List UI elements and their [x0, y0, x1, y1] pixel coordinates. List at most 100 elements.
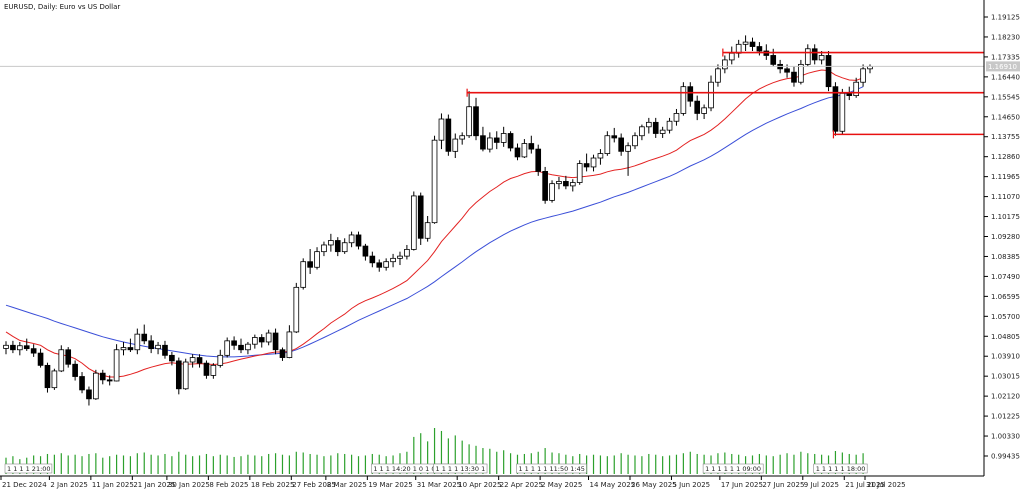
candle-bull: [58, 349, 65, 372]
candle-bull: [321, 244, 327, 253]
candle-bear: [652, 121, 659, 134]
horizontal-level-lines: [466, 48, 984, 139]
candle-bull: [590, 157, 597, 168]
time-stamp-label: 1 1 1 14:20 1 0 1 0:00: [373, 465, 446, 473]
candle-bull: [708, 81, 714, 109]
price-tick-label: 1.13755: [991, 133, 1020, 141]
price-tick-label: 1.05700: [991, 313, 1020, 321]
time-stamps: 1 1 1 1 21:00 1 1 1 14:20 1 0 1 0:001 1 1…: [4, 463, 868, 474]
candle-bear: [272, 332, 279, 351]
candle-bull: [93, 372, 99, 400]
candle-bull: [265, 332, 272, 343]
price-tick-label: 1.17335: [991, 53, 1020, 61]
candle-bear: [30, 348, 37, 354]
candle-bear: [514, 147, 521, 158]
current-price-tag-bg: [986, 61, 1020, 72]
time-tick-label: 8 Mar 2025: [327, 481, 367, 489]
candle-bull: [300, 261, 307, 288]
time-tick-label: 5 Jun 2025: [672, 481, 710, 489]
candle-bear: [687, 86, 694, 102]
time-stamp-label: 1 1 1 1 1 18:00: [816, 465, 866, 473]
candle-bear: [86, 389, 92, 400]
candle-bear: [611, 135, 618, 139]
price-tick-label: 1.07490: [991, 273, 1020, 281]
candle-bear: [493, 137, 500, 143]
candle-bull: [17, 345, 23, 351]
candle-bull: [556, 181, 562, 185]
candle-bull: [3, 344, 9, 349]
candle-bull: [639, 126, 645, 137]
candle-bull: [666, 120, 673, 131]
candle-bear: [369, 255, 376, 264]
candle-bull: [632, 135, 638, 147]
price-tick-label: 1.10175: [991, 213, 1020, 221]
candle-bear: [811, 48, 818, 61]
candle-bull: [404, 249, 410, 257]
time-stamp-label: 1 1 1 1 13:30 1: [436, 465, 486, 473]
candle-bear: [162, 344, 168, 356]
candle-bear: [99, 372, 106, 381]
candle-bull: [113, 349, 120, 382]
candle-bull: [217, 354, 224, 366]
price-tick-label: 1.16440: [991, 73, 1020, 81]
time-axis: 21 Dec 2024 2 Jan 2025 11 Jan 2025 21 Jan 2…: [0, 476, 906, 489]
time-tick-label: 14 May 2025: [590, 481, 636, 489]
candle-bull: [645, 121, 652, 128]
candle-bull: [659, 129, 666, 134]
candle-bear: [127, 347, 134, 351]
candle-bull: [452, 138, 459, 152]
candle-bear: [528, 143, 535, 150]
candle-bear: [832, 86, 839, 132]
candle-bear: [23, 345, 30, 350]
price-tick-label: 1.18230: [991, 33, 1020, 41]
candle-bull: [722, 59, 728, 70]
candle-bull: [155, 344, 161, 350]
candle-bull: [576, 163, 583, 183]
candle-bull: [314, 251, 320, 268]
candle-bull: [51, 370, 58, 389]
time-tick-label: 21 Dec 2024: [2, 481, 47, 489]
candle-bull: [397, 255, 403, 259]
candle-bear: [618, 137, 624, 152]
candle-bear: [535, 148, 542, 172]
candle-bull: [134, 333, 141, 351]
candle-bear: [238, 344, 244, 351]
candle-bear: [148, 340, 154, 350]
candle-bear: [784, 68, 790, 73]
candle-bull: [252, 337, 258, 345]
price-tick-label: 1.02120: [991, 393, 1020, 401]
candle-bull: [410, 195, 417, 250]
price-tick-label: 1.03910: [991, 353, 1020, 361]
price-tick-label: 1.19125: [991, 14, 1020, 22]
candle-bear: [445, 118, 452, 152]
price-tick-label: 1.03015: [991, 373, 1020, 381]
price-tick-label: 1.08385: [991, 253, 1020, 261]
candle-bear: [196, 357, 203, 364]
candle-bull: [839, 92, 846, 132]
candle-bear: [583, 163, 590, 168]
candle-bear: [480, 135, 486, 150]
price-tick-label: 1.14650: [991, 113, 1020, 121]
price-tick-label: 1.09280: [991, 233, 1020, 241]
candle-bear: [37, 352, 44, 366]
candle-bear: [694, 100, 701, 114]
candle-bull: [424, 222, 431, 239]
candle-bull: [625, 145, 631, 152]
candle-bull: [189, 357, 196, 363]
candle-bull: [673, 113, 680, 122]
price-tick-label: 1.15545: [991, 93, 1020, 101]
candle-bull: [120, 347, 127, 351]
candle-bull: [742, 41, 749, 45]
candle-bear: [106, 379, 113, 382]
time-tick-label: 18 Feb 2025: [251, 481, 295, 489]
price-tick-label: 1.11965: [991, 173, 1020, 181]
candle-bull: [245, 343, 251, 351]
candle-bear: [376, 262, 383, 268]
candle-bear: [362, 245, 369, 257]
time-tick-label: 30 Jan 2025: [168, 481, 210, 489]
candle-bull: [328, 240, 334, 246]
time-tick-label: 10 Apr 2025: [458, 481, 501, 489]
time-tick-label: 26 May 2025: [631, 481, 677, 489]
candle-bear: [563, 181, 569, 187]
price-tick-label: 0.99435: [991, 453, 1020, 461]
